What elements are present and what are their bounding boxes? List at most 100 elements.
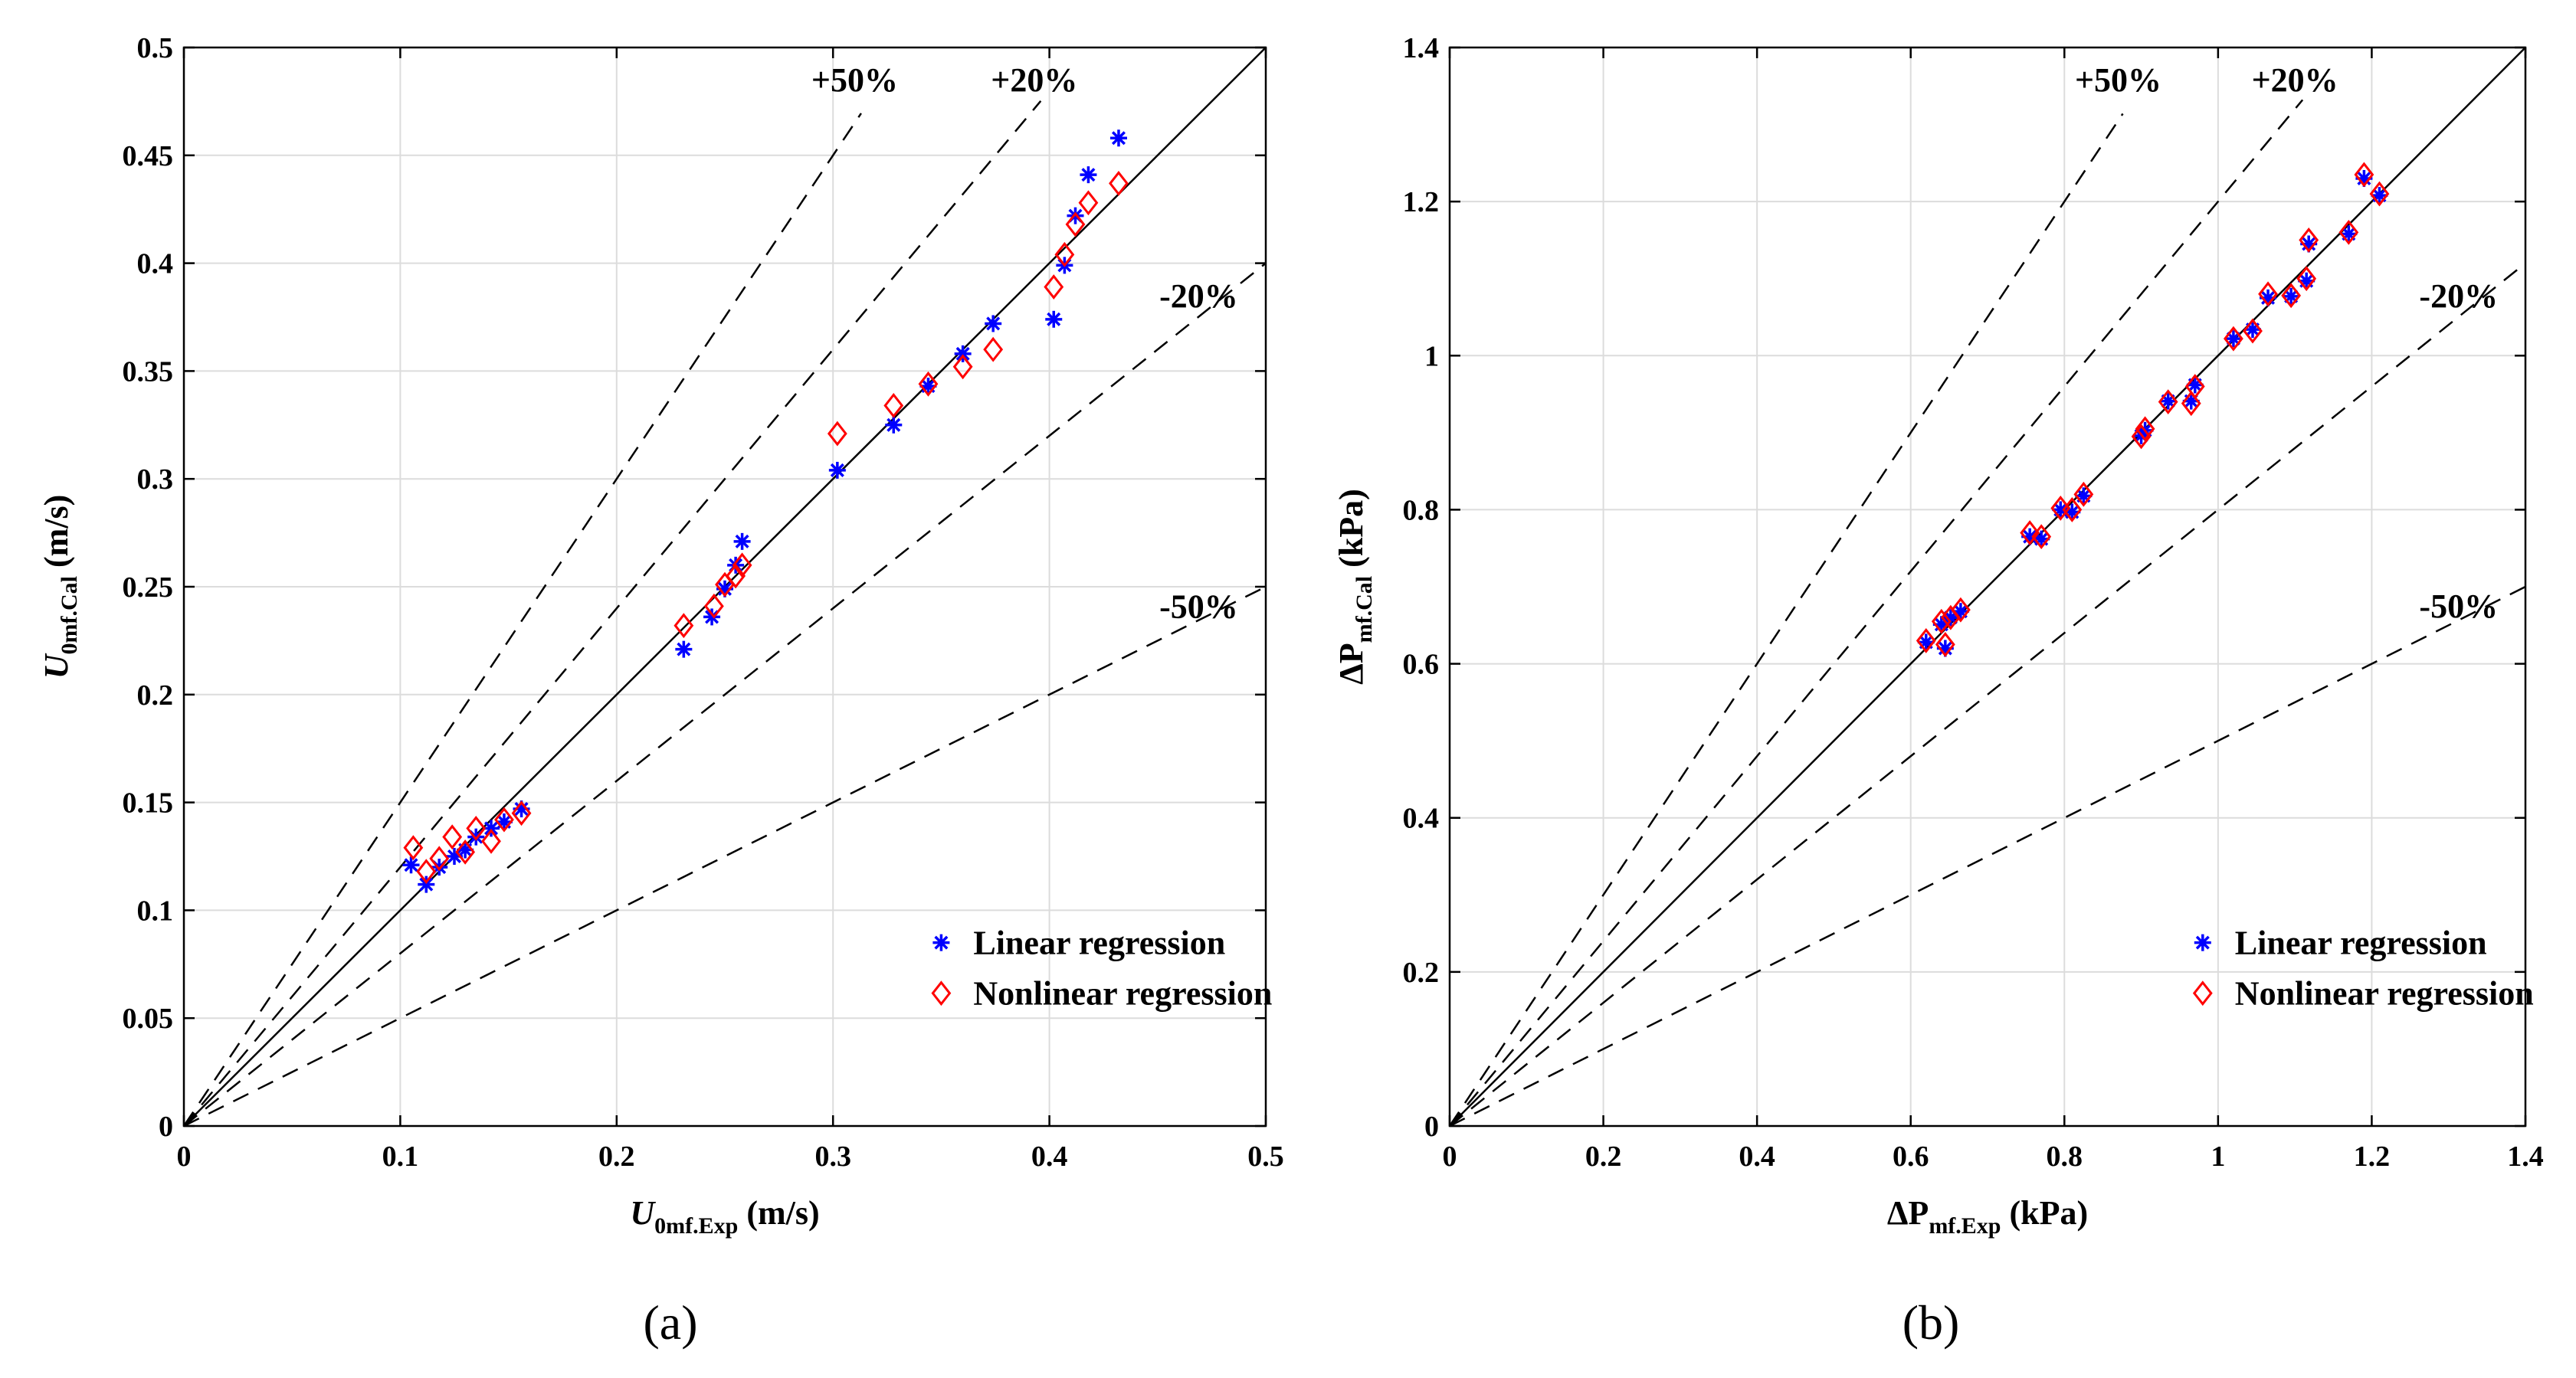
y-tick-label: 0 bbox=[1424, 1111, 1439, 1143]
data-point-nonlinear bbox=[952, 354, 973, 380]
data-point-nonlinear bbox=[1916, 627, 1936, 653]
deviation-line bbox=[1449, 262, 2526, 1127]
data-point-nonlinear bbox=[1065, 211, 1086, 237]
deviation-line bbox=[1448, 113, 2124, 1127]
y-axis-label-sub: mf.Cal bbox=[1352, 576, 1377, 643]
data-point-nonlinear bbox=[732, 552, 752, 578]
deviation-line bbox=[1449, 585, 2526, 1128]
asterisk-stroke bbox=[2261, 290, 2276, 305]
asterisk-stroke bbox=[1111, 131, 1126, 146]
data-point-nonlinear bbox=[2158, 389, 2178, 415]
y-axis-label-unit: (m/s) bbox=[38, 495, 75, 576]
data-point-linear bbox=[1080, 166, 1097, 184]
data-point-linear bbox=[2224, 330, 2242, 348]
y-tick-label: 0.8 bbox=[1403, 494, 1440, 526]
data-point-nonlinear bbox=[1109, 170, 1129, 196]
data-point-nonlinear bbox=[2281, 283, 2302, 309]
x-tick-label: 0.1 bbox=[382, 1141, 419, 1173]
data-point-nonlinear bbox=[726, 563, 746, 589]
data-point-nonlinear bbox=[1931, 608, 1952, 634]
x-tick-label: 0.2 bbox=[598, 1141, 635, 1173]
y-tick-label: 0 bbox=[159, 1111, 173, 1143]
y-axis-label-sub: 0mf.Cal bbox=[57, 576, 82, 654]
data-point-nonlinear bbox=[1054, 241, 1075, 267]
legend-marker-nonlinear bbox=[931, 980, 952, 1006]
data-point-nonlinear bbox=[511, 800, 532, 826]
data-point-linear bbox=[418, 876, 435, 893]
deviation-label: -20% bbox=[2419, 277, 2498, 315]
x-tick-label: 0.5 bbox=[1247, 1141, 1284, 1173]
y-axis-label-main: U bbox=[38, 653, 75, 679]
chart-panel-a: 0 0.1 0.2 0.3 0.4 0.5 0 0.05 0.1 0.15 0.2 0.25 0.3 0.… bbox=[38, 32, 1284, 1350]
deviation-line bbox=[183, 100, 1042, 1127]
asterisk-stroke bbox=[934, 935, 949, 950]
data-point-nonlinear bbox=[455, 839, 476, 865]
x-tick-label: 0.4 bbox=[1739, 1141, 1775, 1173]
asterisk-stroke bbox=[1047, 312, 1061, 326]
legend-label-nonlinear: Nonlinear regression bbox=[973, 975, 1272, 1013]
y-tick-label: 1.4 bbox=[1403, 32, 1440, 64]
asterisk-stroke bbox=[2195, 935, 2210, 950]
asterisk-stroke bbox=[986, 316, 1001, 331]
asterisk-stroke bbox=[419, 877, 434, 892]
data-point-nonlinear bbox=[2299, 227, 2319, 253]
data-point-nonlinear bbox=[442, 824, 463, 850]
data-point-nonlinear bbox=[673, 613, 694, 639]
asterisk-stroke bbox=[404, 858, 418, 872]
x-tick-label: 0 bbox=[1443, 1141, 1457, 1173]
asterisk-stroke bbox=[483, 821, 499, 836]
data-point-nonlinear bbox=[429, 846, 450, 872]
deviation-line bbox=[1449, 99, 2304, 1127]
y-tick-label: 0.35 bbox=[123, 355, 174, 388]
asterisk-stroke bbox=[735, 534, 749, 548]
deviation-line bbox=[182, 113, 862, 1127]
data-point-nonlinear bbox=[2258, 281, 2278, 307]
data-point-linear bbox=[2159, 392, 2177, 410]
data-point-nonlinear bbox=[466, 815, 487, 841]
data-point-linear bbox=[2283, 287, 2300, 305]
deviation-label: +20% bbox=[991, 61, 1077, 99]
data-point-nonlinear bbox=[403, 835, 424, 861]
data-point-nonlinear bbox=[481, 828, 501, 854]
y-tick-label: 0.1 bbox=[137, 895, 174, 927]
legend-label-linear: Linear regression bbox=[973, 925, 1225, 962]
data-point-linear bbox=[1109, 129, 1127, 147]
data-point-linear bbox=[675, 640, 693, 658]
data-point-linear bbox=[483, 820, 500, 837]
plot-frame bbox=[1448, 46, 2527, 1128]
x-axis-label-sub: mf.Exp bbox=[1929, 1213, 2001, 1239]
deviation-line bbox=[183, 585, 1267, 1128]
deviation-label: +20% bbox=[2252, 61, 2338, 99]
x-tick-label: 0.8 bbox=[2047, 1141, 2083, 1173]
deviation-line bbox=[183, 262, 1267, 1127]
x-axis-label-sub: 0mf.Exp bbox=[654, 1213, 738, 1239]
data-point-nonlinear bbox=[2135, 416, 2155, 442]
asterisk-stroke bbox=[677, 642, 691, 656]
data-point-nonlinear bbox=[2338, 219, 2359, 245]
legend-marker-nonlinear bbox=[2192, 980, 2213, 1006]
data-point-linear bbox=[954, 345, 972, 362]
data-point-linear bbox=[885, 416, 903, 434]
data-point-nonlinear bbox=[2131, 424, 2152, 450]
asterisk-stroke bbox=[717, 581, 732, 596]
x-tick-label: 1.4 bbox=[2507, 1141, 2544, 1173]
data-point-nonlinear bbox=[2354, 162, 2374, 188]
deviation-label: -50% bbox=[1159, 588, 1238, 625]
x-axis-label: ΔPmf.Exp (kPa) bbox=[1887, 1194, 2088, 1239]
y-tick-label: 0.45 bbox=[123, 140, 174, 172]
deviation-label: -50% bbox=[2419, 588, 2498, 625]
x-tick-label: 0 bbox=[177, 1141, 192, 1173]
y-tick-label: 0.2 bbox=[137, 679, 174, 712]
asterisk-stroke bbox=[1081, 168, 1096, 182]
x-axis-label-unit: (m/s) bbox=[738, 1194, 819, 1232]
x-tick-label: 0.4 bbox=[1031, 1141, 1068, 1173]
y-tick-label: 0.5 bbox=[137, 32, 174, 64]
x-axis-label-main: U bbox=[630, 1194, 656, 1232]
y-tick-label: 0.4 bbox=[137, 248, 174, 280]
data-point-nonlinear bbox=[1078, 190, 1099, 216]
data-point-nonlinear bbox=[2073, 481, 2094, 507]
y-tick-label: 0.6 bbox=[1403, 649, 1440, 681]
x-tick-label: 0.3 bbox=[814, 1141, 851, 1173]
asterisk-stroke bbox=[2357, 171, 2371, 185]
